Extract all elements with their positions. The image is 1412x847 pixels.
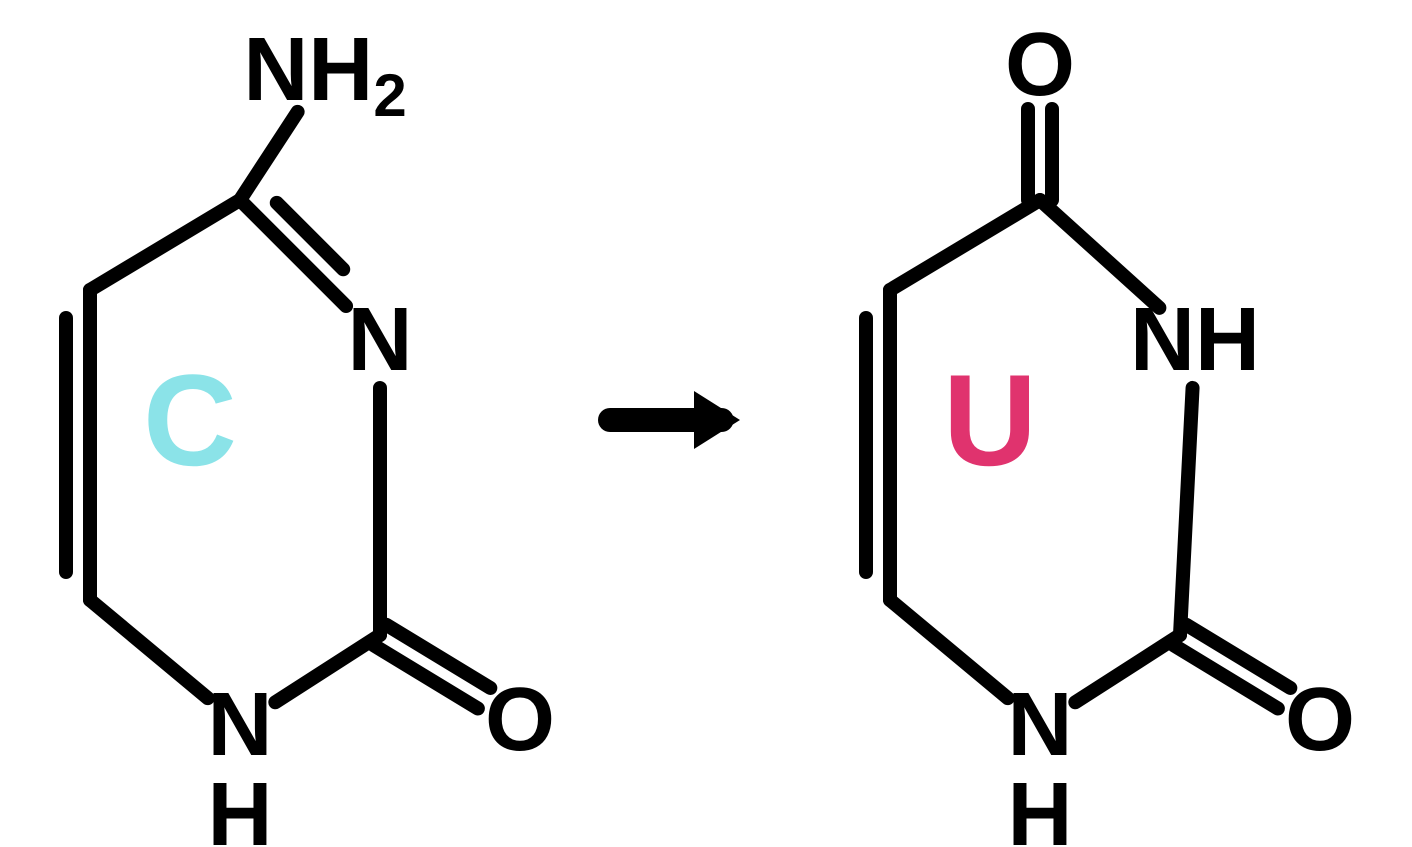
svg-text:O: O [1285, 670, 1355, 770]
center-label: C [143, 347, 237, 493]
svg-text:N: N [208, 675, 273, 775]
svg-text:H: H [1008, 765, 1073, 847]
diagram-svg: NHONNH2CNHONHOU [0, 0, 1412, 847]
svg-text:O: O [1005, 15, 1075, 115]
svg-text:N: N [1008, 675, 1073, 775]
center-label: U [943, 347, 1037, 493]
svg-text:NH: NH [1130, 290, 1260, 390]
svg-text:O: O [485, 670, 555, 770]
svg-text:N: N [348, 290, 413, 390]
svg-text:H: H [208, 765, 273, 847]
